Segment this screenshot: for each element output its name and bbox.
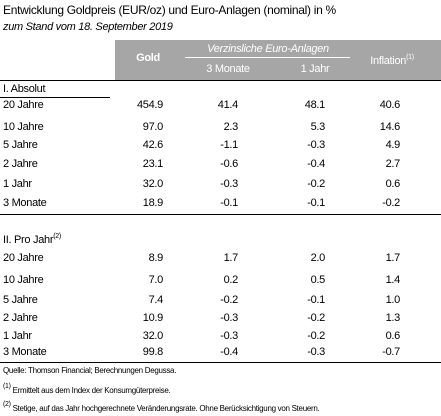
cell: 0.2 xyxy=(223,274,239,286)
cell: 48.1 xyxy=(304,99,326,111)
cell: 0.6 xyxy=(385,330,401,342)
cell: -1.1 xyxy=(220,139,238,151)
col-inflation: Inflation(1) xyxy=(370,51,414,68)
cell: 32.0 xyxy=(142,330,164,342)
cell: -0.2 xyxy=(307,312,325,324)
row-label: 5 Jahre xyxy=(3,139,38,151)
row-label: 10 Jahre xyxy=(3,274,44,286)
cell: 1.0 xyxy=(385,294,401,306)
cell: 1.7 xyxy=(223,252,239,264)
rule xyxy=(0,97,110,98)
section-note: (2) xyxy=(53,233,61,240)
cell: 42.6 xyxy=(142,139,164,151)
cell: -0.3 xyxy=(220,312,238,324)
row-label: 3 Monate xyxy=(3,346,47,358)
row-label: 20 Jahre xyxy=(3,99,44,111)
cell: 14.6 xyxy=(379,121,401,133)
cell: 8.9 xyxy=(148,252,164,264)
cell: -0.2 xyxy=(220,294,238,306)
cell: 18.9 xyxy=(142,197,164,209)
cell: 99.8 xyxy=(142,346,164,358)
cell: 2.0 xyxy=(310,252,326,264)
footnote: (1) Ermittelt aus dem Index der Konsumgü… xyxy=(3,382,171,396)
cell: 0.5 xyxy=(310,274,326,286)
section-title: I. Absolut xyxy=(3,82,46,96)
cell: 40.6 xyxy=(379,99,401,111)
rule xyxy=(0,214,441,215)
cell: 2.7 xyxy=(385,158,401,170)
cell: 1.4 xyxy=(385,274,401,286)
cell: 0.6 xyxy=(385,178,401,190)
cell: -0.3 xyxy=(220,178,238,190)
cell: 1.7 xyxy=(385,252,401,264)
source: Quelle: Thomson Financial; Berechnungen … xyxy=(3,366,177,375)
cell: 32.0 xyxy=(142,178,164,190)
title: Entwicklung Goldpreis (EUR/oz) und Euro-… xyxy=(3,3,336,17)
cell: 1.3 xyxy=(385,312,401,324)
cell: 2.3 xyxy=(223,121,239,133)
note-mark: (2) xyxy=(3,401,11,408)
col-gold: Gold xyxy=(136,52,160,64)
row-label: 1 Jahr xyxy=(3,330,32,342)
row-label: 2 Jahre xyxy=(3,312,38,324)
cell: -0.3 xyxy=(307,139,325,151)
cell: -0.7 xyxy=(382,346,400,358)
cell: -0.2 xyxy=(382,197,400,209)
cell: 7.4 xyxy=(148,294,164,306)
section-label: I. Absolut xyxy=(3,83,46,95)
cell: -0.1 xyxy=(220,197,238,209)
footnote: (2) Stetige, auf das Jahr hochgerechnete… xyxy=(3,400,320,414)
cell: -0.1 xyxy=(307,197,325,209)
section-title: II. Pro Jahr(2) xyxy=(3,230,61,247)
cell: -0.3 xyxy=(307,346,325,358)
cell: -0.1 xyxy=(307,294,325,306)
cell: -0.4 xyxy=(307,158,325,170)
row-label: 3 Monate xyxy=(3,197,47,209)
cell: 10.9 xyxy=(142,312,164,324)
col-group: Verzinsliche Euro-Anlagen xyxy=(207,43,329,55)
row-label: 1 Jahr xyxy=(3,178,32,190)
row-label: 2 Jahre xyxy=(3,158,38,170)
cell: 97.0 xyxy=(142,121,164,133)
row-label: 20 Jahre xyxy=(3,252,44,264)
cell: 23.1 xyxy=(142,158,164,170)
rule xyxy=(0,362,441,363)
rule xyxy=(0,80,441,81)
cell: 4.9 xyxy=(385,139,401,151)
cell: -0.2 xyxy=(307,178,325,190)
note-text: Ermittelt aus dem Index der Konsumgüterp… xyxy=(12,386,171,395)
row-label: 10 Jahre xyxy=(3,121,44,133)
cell: -0.2 xyxy=(307,330,325,342)
header-band xyxy=(115,40,441,80)
col-3m: 3 Monate xyxy=(206,63,250,75)
cell: 7.0 xyxy=(148,274,164,286)
inflation-label: Inflation xyxy=(370,55,407,67)
cell: -0.4 xyxy=(220,346,238,358)
cell: 454.9 xyxy=(136,99,163,111)
col-1j: 1 Jahr xyxy=(300,63,330,75)
note-text: Stetige, auf das Jahr hochgerechnete Ver… xyxy=(12,404,320,413)
cell: -0.6 xyxy=(220,158,238,170)
cell: 5.3 xyxy=(310,121,326,133)
subtitle: zum Stand vom 18. September 2019 xyxy=(3,21,173,33)
group-rule xyxy=(185,57,350,58)
inflation-note: (1) xyxy=(406,54,414,61)
cell: -0.3 xyxy=(220,330,238,342)
cell: 41.4 xyxy=(217,99,239,111)
note-mark: (1) xyxy=(3,383,11,390)
section-label: II. Pro Jahr xyxy=(3,234,54,246)
row-label: 5 Jahre xyxy=(3,294,38,306)
